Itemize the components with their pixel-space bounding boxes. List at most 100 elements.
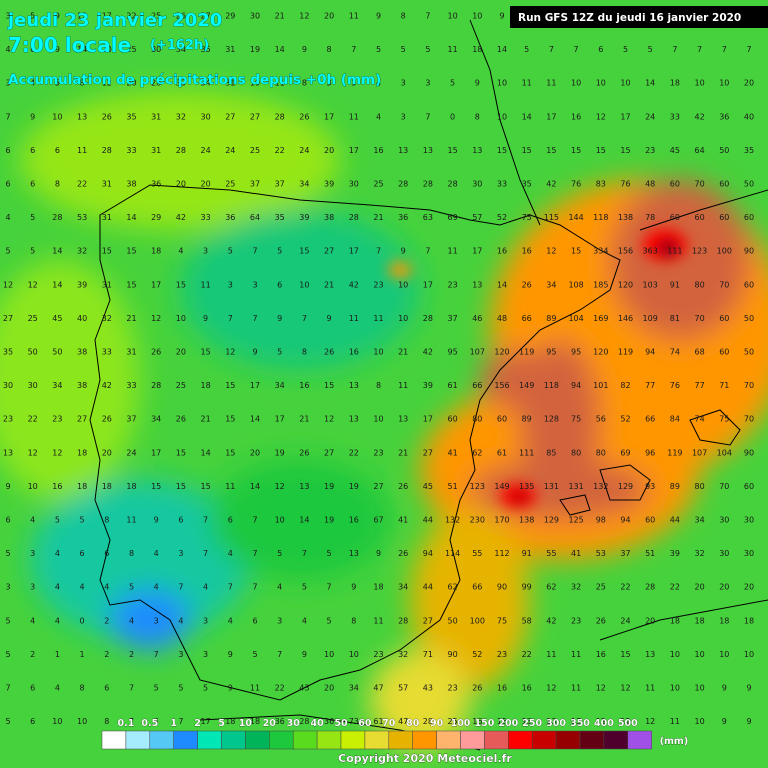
- grid-value: 64: [250, 213, 260, 222]
- grid-value: 7: [697, 45, 702, 54]
- grid-value: 7: [327, 583, 332, 592]
- grid-value: 17: [620, 112, 630, 121]
- grid-value: 20: [324, 146, 334, 155]
- grid-value: 3: [277, 616, 282, 625]
- grid-value: 9: [55, 12, 60, 21]
- grid-value: 34: [275, 381, 285, 390]
- grid-value: 22: [77, 180, 87, 189]
- grid-value: 104: [717, 448, 732, 457]
- grid-value: 18: [744, 616, 754, 625]
- grid-value: 75: [571, 415, 581, 424]
- grid-value: 60: [448, 415, 458, 424]
- grid-value: 41: [398, 516, 408, 525]
- grid-value: 0: [450, 112, 455, 121]
- grid-value: 61: [373, 717, 383, 726]
- grid-value: 33: [126, 381, 136, 390]
- grid-value: 23: [645, 146, 655, 155]
- grid-value: 17: [275, 415, 285, 424]
- grid-value: 10: [28, 482, 38, 491]
- grid-value: 17: [472, 247, 482, 256]
- grid-value: 34: [349, 684, 359, 693]
- grid-value: 17: [151, 280, 161, 289]
- grid-value: 28: [645, 583, 655, 592]
- grid-value: 63: [423, 213, 433, 222]
- grid-value: 15: [596, 146, 606, 155]
- grid-value: 111: [667, 247, 682, 256]
- grid-value: 44: [670, 516, 680, 525]
- grid-value: 99: [522, 583, 532, 592]
- grid-value: 15: [176, 448, 186, 457]
- grid-value: 4: [203, 583, 208, 592]
- grid-value: 3: [5, 12, 10, 21]
- grid-value: 13: [645, 650, 655, 659]
- grid-value: 71: [423, 650, 433, 659]
- grid-value: 128: [544, 415, 559, 424]
- grid-value: 118: [544, 381, 559, 390]
- grid-value: 90: [744, 448, 754, 457]
- grid-value: 80: [596, 448, 606, 457]
- grid-value: 41: [448, 448, 458, 457]
- grid-value: 95: [448, 348, 458, 357]
- grid-value: 10: [596, 79, 606, 88]
- legend-label: 250: [522, 718, 542, 729]
- grid-value: 30: [250, 12, 260, 21]
- grid-value: 61: [497, 448, 507, 457]
- grid-value: 18: [225, 717, 235, 726]
- grid-value: 13: [546, 717, 556, 726]
- grid-value: 62: [472, 448, 482, 457]
- grid-value: 5: [30, 213, 35, 222]
- grid-value: 10: [324, 650, 334, 659]
- legend-swatch: [484, 730, 509, 750]
- grid-value: 19: [250, 79, 260, 88]
- grid-value: 12: [546, 247, 556, 256]
- grid-value: 4: [228, 549, 233, 558]
- grid-value: 17: [546, 112, 556, 121]
- grid-value: 4: [154, 717, 159, 726]
- grid-value: 25: [373, 180, 383, 189]
- grid-value: 25: [126, 45, 136, 54]
- grid-value: 56: [596, 415, 606, 424]
- grid-value: 8: [475, 112, 480, 121]
- grid-value: 19: [250, 45, 260, 54]
- grid-value: 32: [77, 247, 87, 256]
- grid-value: 18: [719, 616, 729, 625]
- grid-value: 18: [670, 79, 680, 88]
- grid-value: 70: [744, 415, 754, 424]
- grid-value: 3: [351, 79, 356, 88]
- grid-value: 8: [401, 12, 406, 21]
- grid-value: 7: [252, 549, 257, 558]
- grid-value: 16: [299, 381, 309, 390]
- grid-value: 62: [546, 583, 556, 592]
- legend-swatch: [316, 730, 342, 750]
- grid-value: 34: [695, 516, 705, 525]
- grid-value: 60: [719, 348, 729, 357]
- grid-value: 22: [126, 12, 136, 21]
- grid-value: 11: [398, 381, 408, 390]
- grid-value: 5: [623, 45, 628, 54]
- grid-value: 10: [398, 314, 408, 323]
- grid-value: 10: [695, 717, 705, 726]
- grid-value: 20: [695, 583, 705, 592]
- grid-value: 13: [349, 415, 359, 424]
- grid-value: 23: [571, 616, 581, 625]
- grid-value: 11: [373, 616, 383, 625]
- grid-value: 15: [126, 280, 136, 289]
- grid-value: 11: [126, 516, 136, 525]
- value-grid: 3591217222526272930211220119871010986555…: [3, 12, 754, 727]
- grid-value: 35: [201, 45, 211, 54]
- grid-value: 4: [104, 583, 109, 592]
- grid-value: 3: [5, 79, 10, 88]
- grid-value: 36: [275, 717, 285, 726]
- grid-value: 31: [102, 280, 112, 289]
- grid-value: 30: [472, 180, 482, 189]
- grid-value: 11: [349, 112, 359, 121]
- grid-value: 12: [52, 448, 62, 457]
- grid-value: 34: [398, 583, 408, 592]
- grid-value: 24: [126, 448, 136, 457]
- grid-value: 94: [423, 549, 433, 558]
- grid-value: 21: [275, 12, 285, 21]
- grid-value: 25: [225, 180, 235, 189]
- grid-value: 6: [55, 146, 60, 155]
- grid-value: 2: [104, 650, 109, 659]
- grid-value: 13: [571, 717, 581, 726]
